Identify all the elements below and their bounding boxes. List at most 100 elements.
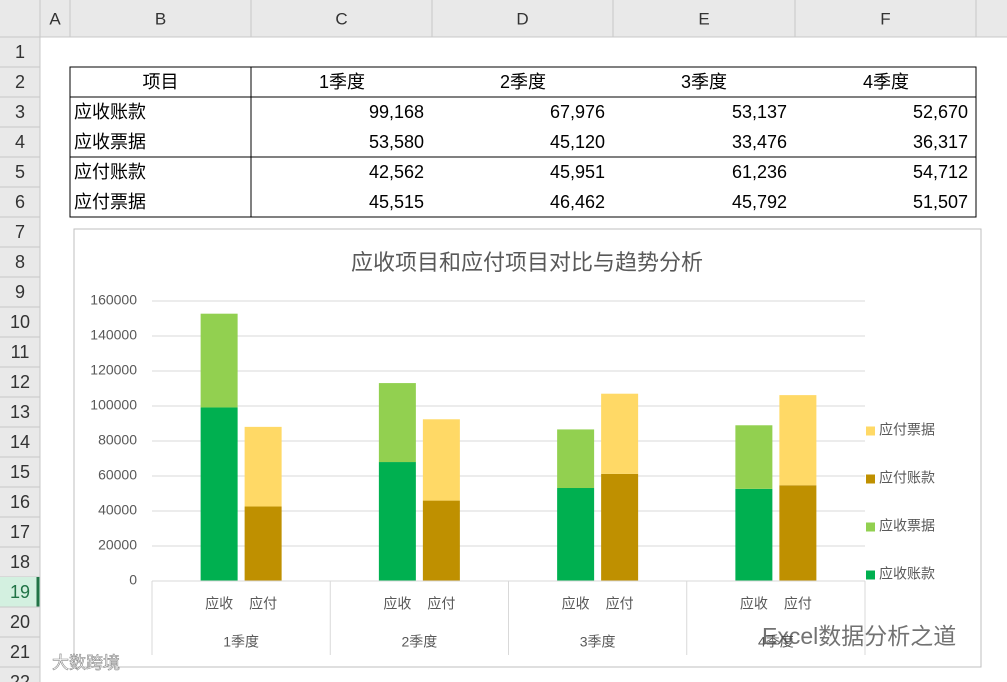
- row-header[interactable]: 13: [10, 402, 30, 422]
- y-tick-label: 60000: [98, 467, 137, 483]
- column-header[interactable]: E: [698, 9, 709, 28]
- legend-swatch: [866, 426, 875, 436]
- table-cell[interactable]: 45,120: [550, 132, 605, 152]
- table-row-label[interactable]: 应收票据: [74, 132, 146, 152]
- bar-segment[interactable]: [779, 395, 817, 486]
- bar-segment[interactable]: [200, 407, 238, 581]
- row-header[interactable]: 17: [10, 522, 30, 542]
- table-cell[interactable]: 53,137: [732, 102, 787, 122]
- table-cell[interactable]: 42,562: [369, 162, 424, 182]
- bar-segment[interactable]: [378, 383, 416, 463]
- table-header-cell[interactable]: 4季度: [863, 72, 909, 92]
- row-header-bar: [0, 0, 40, 682]
- y-tick-label: 160000: [90, 292, 137, 308]
- column-header[interactable]: F: [880, 9, 890, 28]
- x-tick-label: 应收: [205, 596, 233, 612]
- table-header-cell[interactable]: 1季度: [319, 72, 365, 92]
- table-header-cell[interactable]: 3季度: [681, 72, 727, 92]
- row-header[interactable]: 8: [15, 252, 25, 272]
- table-cell[interactable]: 99,168: [369, 102, 424, 122]
- row-header[interactable]: 2: [15, 72, 25, 92]
- bar-segment[interactable]: [557, 429, 595, 489]
- table-cell[interactable]: 51,507: [913, 192, 968, 212]
- chart-title: 应收项目和应付项目对比与趋势分析: [351, 250, 703, 275]
- bar-segment[interactable]: [601, 393, 639, 474]
- row-header[interactable]: 3: [15, 102, 25, 122]
- selected-row-header: [0, 577, 40, 607]
- row-header[interactable]: 14: [10, 432, 30, 452]
- x-tick-label: 应付: [427, 596, 455, 612]
- table-cell[interactable]: 45,951: [550, 162, 605, 182]
- row-header[interactable]: 18: [10, 552, 30, 572]
- row-header[interactable]: 6: [15, 192, 25, 212]
- y-tick-label: 140000: [90, 327, 137, 343]
- row-header[interactable]: 21: [10, 642, 30, 662]
- x-tick-label: 应付: [784, 596, 812, 612]
- table-cell[interactable]: 53,580: [369, 132, 424, 152]
- table-border: [69, 66, 977, 218]
- row-header[interactable]: 10: [10, 312, 30, 332]
- bar-segment[interactable]: [422, 419, 460, 501]
- x-tick-label: 应收: [383, 596, 411, 612]
- x-tick-label: 应付: [249, 596, 277, 612]
- table-cell[interactable]: 52,670: [913, 102, 968, 122]
- group-label: 1季度: [223, 634, 259, 650]
- group-label: 2季度: [401, 634, 437, 650]
- y-tick-label: 80000: [98, 432, 137, 448]
- legend-label[interactable]: 应收账款: [879, 566, 935, 582]
- watermark: Excel数据分析之道: [762, 623, 956, 649]
- row-header[interactable]: 15: [10, 462, 30, 482]
- row-header[interactable]: 19: [10, 582, 30, 602]
- bar-segment[interactable]: [557, 488, 595, 581]
- bar-segment[interactable]: [422, 500, 460, 581]
- row-header[interactable]: 16: [10, 492, 30, 512]
- bar-segment[interactable]: [378, 462, 416, 581]
- table-cell[interactable]: 45,792: [732, 192, 787, 212]
- y-tick-label: 100000: [90, 397, 137, 413]
- bar-segment[interactable]: [735, 488, 773, 581]
- row-header[interactable]: 7: [15, 222, 25, 242]
- bar-segment[interactable]: [735, 425, 773, 489]
- row-header[interactable]: 4: [15, 132, 25, 152]
- bar-segment[interactable]: [244, 506, 282, 581]
- table-cell[interactable]: 45,515: [369, 192, 424, 212]
- legend-label[interactable]: 应付账款: [879, 470, 935, 486]
- bar-segment[interactable]: [200, 313, 238, 408]
- legend-label[interactable]: 应付票据: [879, 422, 935, 438]
- group-label: 4季度: [758, 634, 794, 650]
- row-header[interactable]: 22: [10, 672, 30, 682]
- x-tick-label: 应收: [740, 596, 768, 612]
- bar-segment[interactable]: [601, 473, 639, 581]
- table-cell[interactable]: 46,462: [550, 192, 605, 212]
- table-cell[interactable]: 67,976: [550, 102, 605, 122]
- row-header[interactable]: 9: [15, 282, 25, 302]
- row-header[interactable]: 5: [15, 162, 25, 182]
- row-header[interactable]: 20: [10, 612, 30, 632]
- table-row-label[interactable]: 应付票据: [74, 192, 146, 212]
- table-cell[interactable]: 33,476: [732, 132, 787, 152]
- table-cell[interactable]: 61,236: [732, 162, 787, 182]
- legend-label[interactable]: 应收票据: [879, 518, 935, 534]
- column-header-bar: [0, 0, 1007, 37]
- watermark: 大数跨境: [52, 653, 120, 672]
- y-tick-label: 40000: [98, 502, 137, 518]
- column-header[interactable]: B: [155, 9, 166, 28]
- table-row-label[interactable]: 应付账款: [74, 162, 146, 182]
- legend-swatch: [866, 474, 875, 484]
- column-header[interactable]: C: [335, 9, 347, 28]
- row-header[interactable]: 11: [11, 342, 30, 362]
- table-cell[interactable]: 54,712: [913, 162, 968, 182]
- bar-segment[interactable]: [244, 426, 282, 507]
- bar-segment[interactable]: [779, 485, 817, 581]
- table-header-cell[interactable]: 项目: [143, 72, 179, 92]
- table-row-label[interactable]: 应收账款: [74, 102, 146, 122]
- row-header[interactable]: 12: [10, 372, 30, 392]
- row-header[interactable]: 1: [15, 42, 25, 62]
- column-header[interactable]: D: [516, 9, 528, 28]
- y-tick-label: 0: [129, 572, 137, 588]
- table-cell[interactable]: 36,317: [913, 132, 968, 152]
- table-header-cell[interactable]: 2季度: [500, 72, 546, 92]
- column-header[interactable]: A: [49, 9, 61, 28]
